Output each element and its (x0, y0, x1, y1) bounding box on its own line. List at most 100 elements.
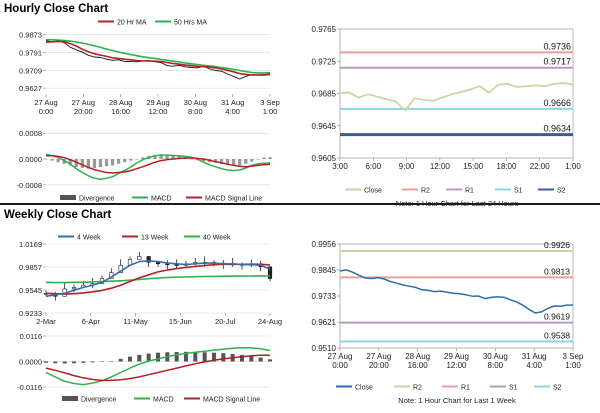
x-tick-label: 11-May (123, 317, 148, 326)
level-r1-label: 0.9813 (544, 266, 570, 276)
divergence-bar (189, 159, 193, 160)
divergence-bar (109, 361, 114, 362)
y-tick-label: -0.0116 (17, 383, 42, 392)
close-line (339, 269, 573, 314)
divergence-bar (262, 157, 266, 159)
x-tick-label: 31 Aug (522, 352, 547, 361)
divergence-bar (71, 361, 77, 364)
divergence-bar (123, 159, 127, 163)
y-tick-label: 0.9685 (312, 90, 337, 99)
divergence-bar (174, 352, 179, 362)
legend-50hrs-ma: 50 Hrs MA (174, 20, 207, 27)
divergence-bar (268, 157, 272, 159)
x-tick-label: 9:00 (399, 162, 415, 171)
divergence-bar (99, 361, 105, 362)
y-tick-label: 0.0000 (19, 358, 42, 367)
divergence-bar (62, 361, 67, 364)
divergence-bar (98, 159, 103, 168)
legend-20hr-ma: 20 Hr MA (117, 20, 147, 27)
x-tick-label: 18:00 (496, 162, 517, 171)
divergence-bar (258, 357, 263, 362)
x-tick-label: 27 Aug (34, 98, 57, 107)
price-candle (146, 256, 151, 263)
level-r2-label: 0.9926 (544, 240, 570, 250)
divergence-bar (81, 361, 86, 363)
divergence-bar (211, 352, 217, 362)
y-tick-label: 0.9645 (312, 122, 337, 131)
x-tick-label: 16:00 (408, 361, 429, 370)
price-candle (267, 266, 273, 279)
level-s1-label: 0.9666 (543, 98, 571, 108)
divergence-bar (239, 354, 245, 362)
x-tick-label: 1:00 (263, 107, 278, 116)
x-tick-label: 30 Aug (483, 352, 508, 361)
divergence-bar (74, 159, 78, 168)
divergence-bar (117, 159, 121, 164)
x-tick-label: 31 Aug (221, 98, 244, 107)
legend-r2: R2 (413, 385, 422, 392)
section-divider (0, 203, 600, 205)
y-tick-label: 0.0008 (19, 129, 42, 138)
x-tick-label: 3:00 (332, 162, 348, 171)
divergence-bar (104, 159, 109, 167)
ma40w-line (45, 275, 271, 284)
divergence-bar (256, 159, 260, 160)
x-tick-label: 4:00 (526, 361, 542, 370)
y-tick-label: 0.9873 (19, 31, 42, 40)
x-tick-label: 27 Aug (366, 352, 391, 361)
x-tick-label: 1:00 (565, 361, 581, 370)
divergence-bar (153, 155, 157, 159)
legend-divergence: Divergence (79, 196, 115, 203)
x-tick-label: 8:00 (488, 361, 504, 370)
chart-note: Note: 1 Hour Chart for Last 24 Hours (396, 199, 519, 208)
x-tick-label: 27 Aug (72, 98, 95, 107)
level-s2-label: 0.9538 (544, 330, 570, 340)
divergence-bar (193, 352, 198, 362)
divergence-bar (44, 159, 48, 160)
price-candle (71, 287, 77, 290)
x-tick-label: 3 Sep (260, 98, 280, 107)
x-tick-label: 3 Sep (563, 352, 584, 361)
level-r2-label: 0.9736 (543, 41, 571, 51)
divergence-bar (146, 353, 151, 362)
y-tick-label: 1.0169 (19, 240, 42, 249)
ma50-line (45, 38, 271, 74)
x-tick-label: 4:00 (225, 107, 240, 116)
y-tick-label: -0.0008 (17, 181, 42, 190)
y-tick-label: 0.9765 (312, 25, 337, 34)
x-tick-label: 22:00 (530, 162, 551, 171)
divergence-bar (135, 159, 139, 160)
divergence-bar (165, 155, 169, 159)
legend-macd-signal: MACD Signal Line (203, 397, 260, 404)
x-tick-label: 16:00 (111, 107, 130, 116)
x-tick-label: 20:00 (369, 361, 390, 370)
divergence-bar (226, 159, 230, 165)
y-tick-label: 0.9733 (312, 292, 337, 301)
plot-frame (339, 243, 574, 349)
x-tick-label: 29 Aug (444, 352, 469, 361)
legend-s1: S1 (514, 188, 523, 195)
legend-40-week: 40 Week (203, 235, 231, 242)
legend-macd-signal: MACD Signal Line (205, 196, 262, 203)
x-tick-label: 12:00 (446, 361, 467, 370)
divergence-bar (90, 361, 95, 363)
x-tick-label: 20-Jul (215, 317, 236, 326)
y-tick-label: 0.9857 (19, 263, 42, 272)
divergence-bar (267, 359, 273, 362)
y-tick-label: 0.9725 (312, 57, 337, 66)
divergence-bar (86, 159, 90, 169)
y-tick-label: 0.9510 (312, 344, 337, 353)
legend-4-week: 4 Week (77, 235, 101, 242)
divergence-bar (221, 353, 226, 362)
x-tick-label: 2-Mar (36, 317, 56, 326)
legend-r1: R1 (465, 188, 474, 195)
price-candle (137, 256, 142, 260)
divergence-bar (244, 159, 248, 164)
divergence-bar (50, 159, 54, 161)
divergence-bar (129, 159, 133, 161)
divergence-bar (219, 159, 224, 164)
x-tick-label: 24-Aug (258, 317, 282, 326)
